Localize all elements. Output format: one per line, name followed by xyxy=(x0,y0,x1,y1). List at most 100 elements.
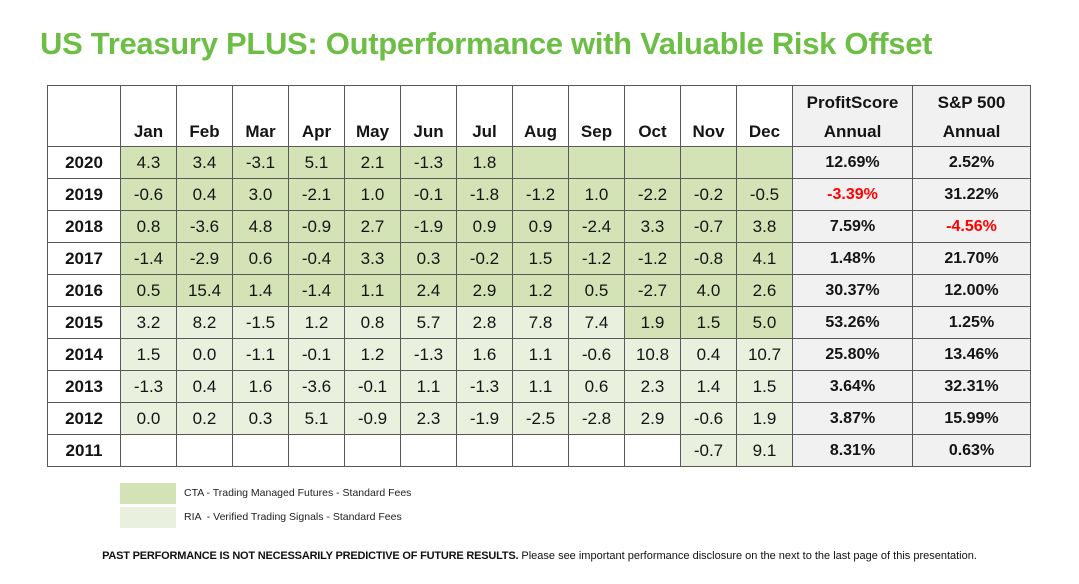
month-value-cell: 0.9 xyxy=(512,210,569,243)
month-value-cell: -1.9 xyxy=(456,402,513,435)
table-row-2015: 2015 3.2 8.2 -1.5 1.2 0.8 5.7 2.8 7.8 7.4 1.9 1.5 5.… xyxy=(47,306,1031,339)
month-value-cell xyxy=(456,434,513,467)
profitscore-header-line1: ProfitScore xyxy=(806,93,899,112)
month-value-cell: -3.1 xyxy=(232,146,289,179)
month-value-cell: 0.4 xyxy=(176,178,233,211)
month-value-cell: 1.2 xyxy=(512,274,569,307)
profitscore-annual-cell: 12.69% xyxy=(792,146,913,179)
table-row-2011: 2011 -0.7 9.1 8.31% 0.63% xyxy=(47,434,1031,467)
month-value-cell xyxy=(736,146,793,179)
sp500-annual-cell: 1.25% xyxy=(912,306,1031,339)
month-value-cell: -1.3 xyxy=(120,370,177,403)
month-value-cell: 2.6 xyxy=(736,274,793,307)
table-row-2019: 2019 -0.6 0.4 3.0 -2.1 1.0 -0.1 -1.8 -1.2 1.0 -2.2… xyxy=(47,178,1031,211)
month-value-cell: -0.5 xyxy=(736,178,793,211)
month-value-cell: 1.1 xyxy=(512,338,569,371)
month-value-cell: 1.6 xyxy=(232,370,289,403)
sp500-annual-header: S&P 500 Annual xyxy=(912,85,1031,147)
profitscore-annual-cell: 53.26% xyxy=(792,306,913,339)
month-value-cell: -3.6 xyxy=(176,210,233,243)
month-value-cell: 3.2 xyxy=(120,306,177,339)
month-value-cell: 3.8 xyxy=(736,210,793,243)
month-value-cell: -0.1 xyxy=(400,178,457,211)
month-value-cell: -1.1 xyxy=(232,338,289,371)
month-value-cell: -1.2 xyxy=(512,178,569,211)
month-value-cell: 15.4 xyxy=(176,274,233,307)
footer-bold-text: PAST PERFORMANCE IS NOT NECESSARILY PRED… xyxy=(102,550,519,562)
month-value-cell xyxy=(568,434,625,467)
month-value-cell xyxy=(120,434,177,467)
year-cell: 2015 xyxy=(47,306,121,339)
sp500-annual-cell: 13.46% xyxy=(912,338,1031,371)
month-value-cell: 0.9 xyxy=(456,210,513,243)
month-value-cell: -0.4 xyxy=(288,242,345,275)
month-value-cell: 1.1 xyxy=(400,370,457,403)
month-value-cell: -0.1 xyxy=(288,338,345,371)
month-value-cell xyxy=(232,434,289,467)
sp500-annual-cell: 15.99% xyxy=(912,402,1031,435)
month-value-cell: 0.4 xyxy=(176,370,233,403)
month-value-cell: 4.1 xyxy=(736,242,793,275)
month-value-cell: -1.8 xyxy=(456,178,513,211)
month-value-cell: -2.9 xyxy=(176,242,233,275)
month-value-cell: 3.4 xyxy=(176,146,233,179)
year-cell: 2013 xyxy=(47,370,121,403)
profitscore-annual-cell: 30.37% xyxy=(792,274,913,307)
month-value-cell: -1.2 xyxy=(568,242,625,275)
month-header-jan: Jan xyxy=(120,85,177,147)
month-value-cell: -0.8 xyxy=(680,242,737,275)
month-value-cell: 3.0 xyxy=(232,178,289,211)
footer-disclaimer: PAST PERFORMANCE IS NOT NECESSARILY PRED… xyxy=(0,550,1079,562)
month-value-cell: 0.3 xyxy=(232,402,289,435)
month-value-cell: -1.3 xyxy=(456,370,513,403)
month-value-cell: 1.4 xyxy=(680,370,737,403)
month-value-cell: 0.0 xyxy=(120,402,177,435)
month-value-cell: -0.6 xyxy=(568,338,625,371)
month-value-cell: 0.5 xyxy=(568,274,625,307)
month-value-cell: 2.1 xyxy=(344,146,401,179)
month-value-cell: 1.0 xyxy=(568,178,625,211)
table-row-2012: 2012 0.0 0.2 0.3 5.1 -0.9 2.3 -1.9 -2.5 -2.8 2.9 -0… xyxy=(47,402,1031,435)
month-value-cell: 3.3 xyxy=(624,210,681,243)
month-value-cell: -1.5 xyxy=(232,306,289,339)
month-header-may: May xyxy=(344,85,401,147)
month-value-cell: 1.0 xyxy=(344,178,401,211)
month-header-aug: Aug xyxy=(512,85,569,147)
month-header-dec: Dec xyxy=(736,85,793,147)
month-value-cell: 8.2 xyxy=(176,306,233,339)
table-row-2017: 2017 -1.4 -2.9 0.6 -0.4 3.3 0.3 -0.2 1.5 -1.2 -1.2… xyxy=(47,242,1031,275)
month-value-cell: 1.5 xyxy=(736,370,793,403)
month-value-cell xyxy=(624,434,681,467)
month-value-cell xyxy=(400,434,457,467)
month-value-cell: -0.6 xyxy=(120,178,177,211)
month-value-cell: -0.1 xyxy=(344,370,401,403)
month-value-cell: -1.4 xyxy=(120,242,177,275)
profitscore-annual-cell: 8.31% xyxy=(792,434,913,467)
month-value-cell: -3.6 xyxy=(288,370,345,403)
profitscore-annual-cell: 25.80% xyxy=(792,338,913,371)
month-header-feb: Feb xyxy=(176,85,233,147)
year-cell: 2011 xyxy=(47,434,121,467)
month-value-cell: -0.9 xyxy=(344,402,401,435)
month-value-cell: 7.8 xyxy=(512,306,569,339)
legend-label: CTA - Trading Managed Futures - Standard… xyxy=(184,487,412,499)
month-value-cell: 4.0 xyxy=(680,274,737,307)
month-value-cell: 2.8 xyxy=(456,306,513,339)
month-value-cell: -0.9 xyxy=(288,210,345,243)
month-value-cell: -2.1 xyxy=(288,178,345,211)
month-value-cell: -2.2 xyxy=(624,178,681,211)
month-value-cell xyxy=(288,434,345,467)
month-value-cell: 5.1 xyxy=(288,402,345,435)
month-value-cell: -1.3 xyxy=(400,146,457,179)
table-row-2020: 2020 4.3 3.4 -3.1 5.1 2.1 -1.3 1.8 12.69% 2.52% xyxy=(47,146,1031,179)
sp500-annual-cell: 0.63% xyxy=(912,434,1031,467)
profitscore-annual-cell: 3.87% xyxy=(792,402,913,435)
month-value-cell: -2.8 xyxy=(568,402,625,435)
sp500-header-line1: S&P 500 xyxy=(937,93,1006,112)
month-value-cell: 2.7 xyxy=(344,210,401,243)
month-value-cell: -2.7 xyxy=(624,274,681,307)
month-value-cell: -1.2 xyxy=(624,242,681,275)
footer-regular-text: Please see important performance disclos… xyxy=(521,550,977,562)
sp500-annual-cell: -4.56% xyxy=(912,210,1031,243)
legend-item-cta: CTA - Trading Managed Futures - Standard… xyxy=(120,482,411,504)
